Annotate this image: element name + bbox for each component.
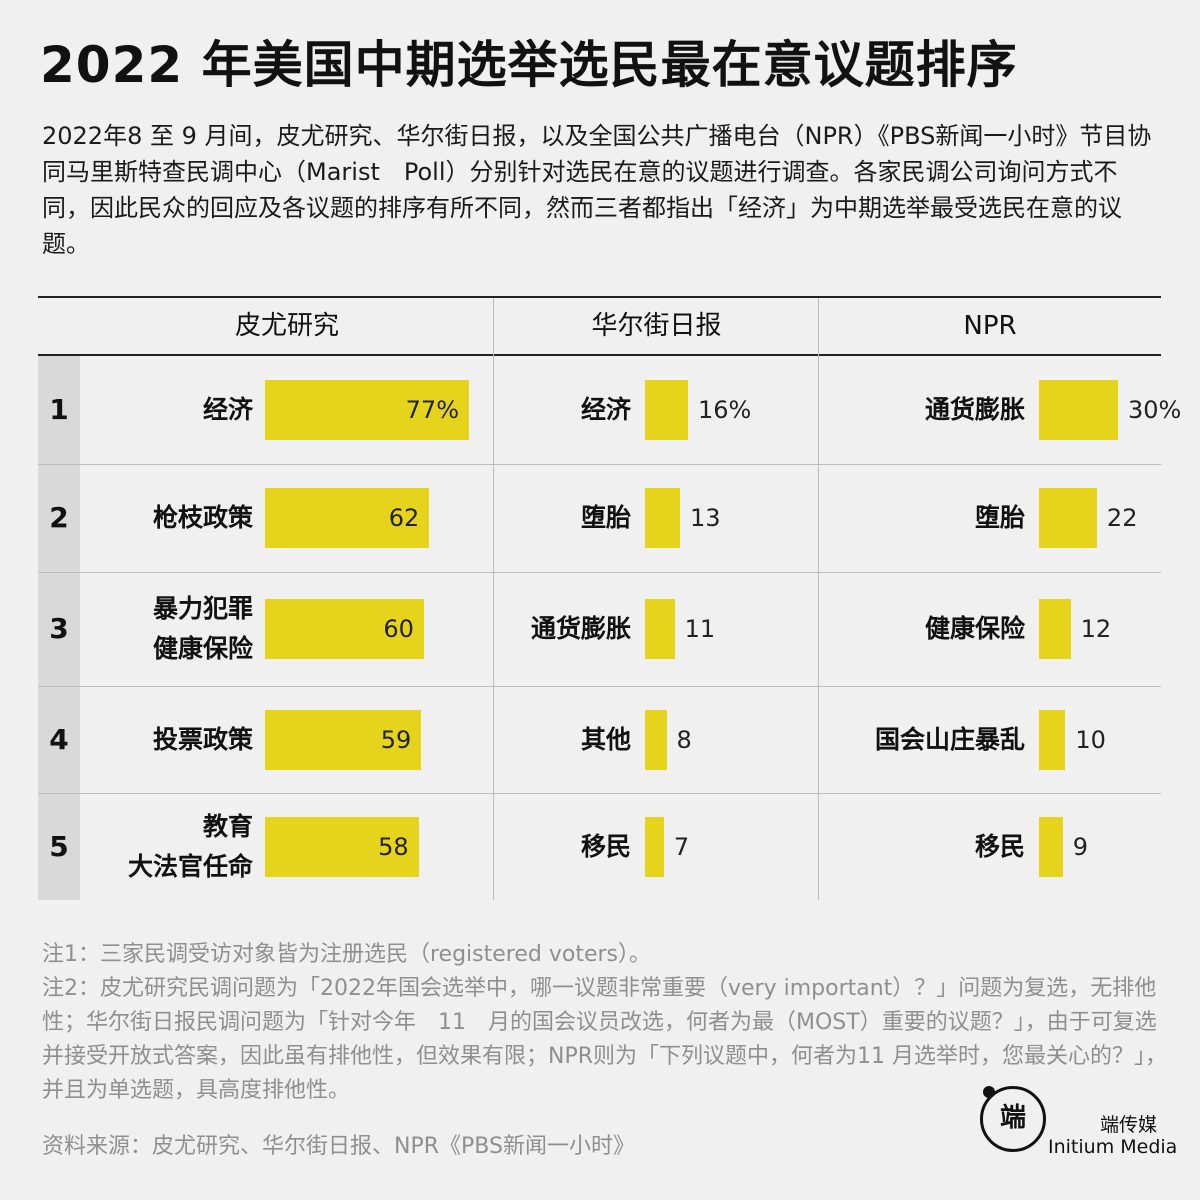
- issue-label-line: 教育: [202, 811, 253, 841]
- issue-label-line: 移民: [974, 831, 1025, 861]
- issue-label: 投票政策: [0, 720, 253, 760]
- issue-label: 经济: [331, 390, 631, 430]
- bar: [1039, 488, 1097, 548]
- issue-label-line: 暴力犯罪: [152, 594, 253, 623]
- issue-label: 通货膨胀: [331, 609, 631, 649]
- table-header-rule: [38, 354, 1161, 356]
- issue-label: 移民: [331, 827, 631, 867]
- column-divider: [493, 298, 494, 900]
- bar: [265, 599, 424, 659]
- data-label: 16%: [698, 396, 752, 424]
- logo-mark: 端: [999, 1103, 1026, 1133]
- issue-label-line: 国会山庄暴乱: [874, 724, 1025, 754]
- initium-logo: 端: [980, 1086, 1046, 1152]
- source-line: 资料来源：皮尤研究、华尔街日报、NPR《PBS新闻一小时》: [42, 1134, 635, 1159]
- data-label: 7: [673, 832, 690, 861]
- rank-number: 5: [49, 829, 69, 863]
- data-label: 58: [378, 832, 409, 861]
- data-label: 60: [383, 615, 414, 643]
- row-divider: [38, 686, 1161, 687]
- data-label: 9: [1072, 832, 1088, 861]
- column-header-wsj: 华尔街日报: [591, 311, 722, 341]
- ranking-table: 皮尤研究 华尔街日报 NPR 1 经济 77% 经济 16% 通货膨胀 30% 2 枪枝政策 62…: [38, 296, 1181, 900]
- bar: [645, 488, 680, 548]
- footnote-1: 注1：三家民调受访对象皆为注册选民（registered voters）。: [42, 942, 651, 967]
- issue-label: 堕胎: [725, 498, 1025, 538]
- bar: [645, 380, 688, 440]
- table-top-rule: [38, 296, 1161, 298]
- issue-label: 移民: [725, 827, 1025, 867]
- rank-number: 3: [49, 612, 69, 645]
- rank-number: 4: [49, 722, 69, 756]
- issue-label: 教育大法官任命: [0, 807, 253, 887]
- column-divider: [818, 298, 819, 900]
- issue-label-line: 健康保险: [152, 634, 253, 663]
- issue-label-line: 通货膨胀: [530, 614, 631, 643]
- data-label: 11: [684, 615, 716, 643]
- issue-label: 健康保险: [725, 609, 1025, 649]
- issue-label-line: 堕胎: [580, 503, 631, 532]
- issue-label-line: 投票政策: [152, 724, 253, 754]
- issue-label: 经济: [0, 390, 253, 430]
- issue-label-line: 健康保险: [924, 614, 1025, 643]
- row-divider: [38, 793, 1161, 794]
- bar: [1039, 709, 1066, 770]
- bar: [1039, 380, 1118, 440]
- data-label: 30%: [1128, 396, 1182, 424]
- rank-number: 2: [49, 501, 69, 534]
- bar: [645, 816, 664, 877]
- rank-number: 1: [49, 393, 69, 426]
- brand-name-en: Initium Media: [1048, 1136, 1178, 1158]
- rank-column-background: [38, 356, 80, 900]
- logo-dot: [983, 1086, 995, 1098]
- issue-label: 通货膨胀: [725, 390, 1025, 430]
- bar: [645, 709, 667, 770]
- row-divider: [38, 464, 1161, 465]
- data-label: 59: [380, 725, 412, 754]
- intro-paragraph: 2022年8 至 9 月间，皮尤研究、华尔街日报，以及全国公共广播电台（NPR）…: [42, 122, 1152, 258]
- data-label: 62: [388, 504, 420, 532]
- issue-label-line: 枪枝政策: [152, 503, 253, 532]
- bar: [265, 816, 419, 877]
- issue-label-line: 通货膨胀: [924, 395, 1025, 424]
- footnote-2: 注2：皮尤研究民调问题为「2022年国会选举中，哪一议题非常重要（very im…: [42, 976, 1168, 1103]
- data-label: 8: [676, 725, 692, 754]
- bar: [645, 599, 675, 659]
- data-label: 10: [1075, 725, 1106, 754]
- brand-name-cn: 端传媒: [1100, 1114, 1158, 1136]
- footnotes: 注1：三家民调受访对象皆为注册选民（registered voters）。 注2…: [42, 938, 1167, 1108]
- issue-label-line: 堕胎: [974, 503, 1025, 532]
- bar: [1039, 599, 1071, 659]
- issue-label-line: 移民: [580, 831, 631, 861]
- bar: [265, 380, 469, 440]
- data-label: 12: [1080, 615, 1112, 643]
- issue-label: 堕胎: [331, 498, 631, 538]
- data-label: 22: [1106, 504, 1138, 532]
- issue-label: 其他: [331, 720, 631, 760]
- row-divider: [38, 572, 1161, 573]
- bar: [265, 709, 422, 770]
- issue-label-line: 其他: [580, 724, 631, 754]
- issue-label-line: 经济: [202, 395, 253, 424]
- bar: [1039, 816, 1063, 877]
- page-title: 2022 年美国中期选举选民最在意议题排序: [40, 36, 1018, 94]
- issue-label: 国会山庄暴乱: [725, 720, 1025, 760]
- bar: [265, 488, 430, 548]
- issue-label: 枪枝政策: [0, 498, 253, 538]
- data-label: 13: [689, 504, 721, 532]
- data-label: 77%: [405, 396, 459, 424]
- column-header-pew: 皮尤研究: [234, 311, 339, 341]
- issue-label-line: 大法官任命: [127, 851, 253, 881]
- issue-label: 暴力犯罪 健康保险: [0, 589, 253, 669]
- column-header-npr: NPR: [963, 311, 1017, 341]
- issue-label-line: 经济: [580, 395, 631, 424]
